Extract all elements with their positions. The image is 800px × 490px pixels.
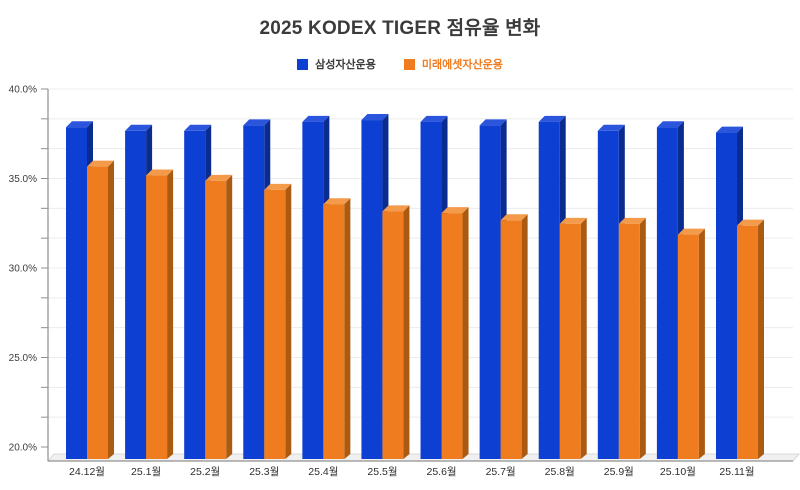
bar-group-25.3월 (243, 119, 292, 460)
x-axis-category-label: 25.1월 (131, 466, 161, 478)
legend-item-mirae: 미래에셋자산운용 (403, 56, 503, 72)
chart-legend: 삼성자산운용 미래에셋자산운용 (0, 56, 800, 72)
legend-swatch-samsung-icon (297, 58, 309, 70)
bar-미래에셋자산운용-25.4월 (323, 204, 345, 459)
bar-미래에셋자산운용-25.1월 (146, 175, 168, 460)
y-axis-tick-label: 35.0% (9, 174, 37, 185)
bar-group-25.11월 (715, 126, 764, 459)
bar-미래에셋자산운용-25.9월 (618, 223, 640, 459)
bar-삼성자산운용-24.12월 (66, 127, 87, 459)
x-axis-category-label: 25.8월 (545, 466, 575, 478)
y-axis-tick-label: 25.0% (9, 353, 37, 364)
bar-group-25.8월 (538, 115, 587, 459)
x-axis-category-label: 25.5월 (367, 466, 397, 478)
bar-미래에셋자산운용-25.11월 (736, 225, 758, 459)
y-axis-tick-label: 20.0% (9, 443, 37, 454)
bar-group-24.12월 (66, 121, 114, 459)
x-axis-category-label: 25.3월 (249, 466, 279, 478)
chart-title: 2025 KODEX TIGER 점유율 변화 (259, 18, 541, 39)
bar-group-25.4월 (302, 115, 351, 459)
x-axis-category-label: 24.12월 (69, 466, 105, 478)
x-axis-category-label: 25.2월 (190, 466, 220, 478)
x-axis-category-label: 25.6월 (426, 466, 456, 478)
bar-삼성자산운용-25.11월 (715, 132, 737, 459)
bars (66, 114, 764, 460)
y-axis-labels: 20.0% 25.0% 30.0% 35.0% 40.0% (9, 85, 37, 454)
bar-미래에셋자산운용-25.7월 (500, 220, 522, 459)
bar-미래에셋자산운용-25.10월 (677, 234, 699, 459)
y-axis-tick-label: 40.0% (9, 85, 37, 96)
legend-swatch-mirae-icon (403, 58, 415, 70)
bar-삼성자산운용-25.9월 (597, 130, 619, 460)
bar-미래에셋자산운용-24.12월 (87, 166, 108, 459)
legend-label-samsung: 삼성자산운용 (315, 59, 376, 71)
bar-group-25.10월 (656, 121, 705, 459)
bar-group-25.9월 (597, 124, 646, 460)
y-axis-tick-label: 30.0% (9, 264, 37, 275)
bar-삼성자산운용-25.2월 (184, 130, 206, 460)
bar-group-25.7월 (479, 119, 528, 460)
x-axis-category-label: 25.7월 (486, 466, 516, 478)
bar-미래에셋자산운용-25.8월 (559, 223, 581, 459)
bar-삼성자산운용-25.3월 (243, 125, 265, 460)
x-axis-category-label: 25.11월 (719, 466, 754, 478)
x-axis-labels: 24.12월 25.1월 25.2월 25.3월 25.4월 25.5월 25.6월 25.7… (69, 466, 755, 478)
bar-삼성자산운용-25.8월 (538, 121, 560, 459)
bar-group-25.2월 (184, 124, 233, 460)
bar-미래에셋자산운용-25.3월 (264, 189, 286, 459)
legend-item-samsung: 삼성자산운용 (297, 56, 376, 72)
bar-삼성자산운용-25.7월 (479, 125, 501, 460)
legend-label-mirae: 미래에셋자산운용 (421, 59, 503, 71)
bar-삼성자산운용-25.10월 (656, 127, 678, 459)
bar-group-25.5월 (361, 114, 410, 459)
bar-삼성자산운용-25.1월 (125, 130, 147, 460)
bar-group-25.6월 (420, 115, 469, 459)
bar-삼성자산운용-25.4월 (302, 121, 324, 459)
bar-group-25.1월 (125, 124, 174, 460)
bar-삼성자산운용-25.6월 (420, 121, 442, 459)
bar-미래에셋자산운용-25.2월 (205, 180, 227, 460)
bar-삼성자산운용-25.5월 (361, 120, 383, 459)
x-axis-category-label: 25.4월 (308, 466, 338, 478)
x-axis-category-label: 25.9월 (604, 466, 634, 478)
bar-미래에셋자산운용-25.5월 (382, 211, 404, 459)
bar-미래에셋자산운용-25.6월 (441, 213, 463, 459)
x-axis-category-label: 25.10월 (660, 466, 696, 478)
